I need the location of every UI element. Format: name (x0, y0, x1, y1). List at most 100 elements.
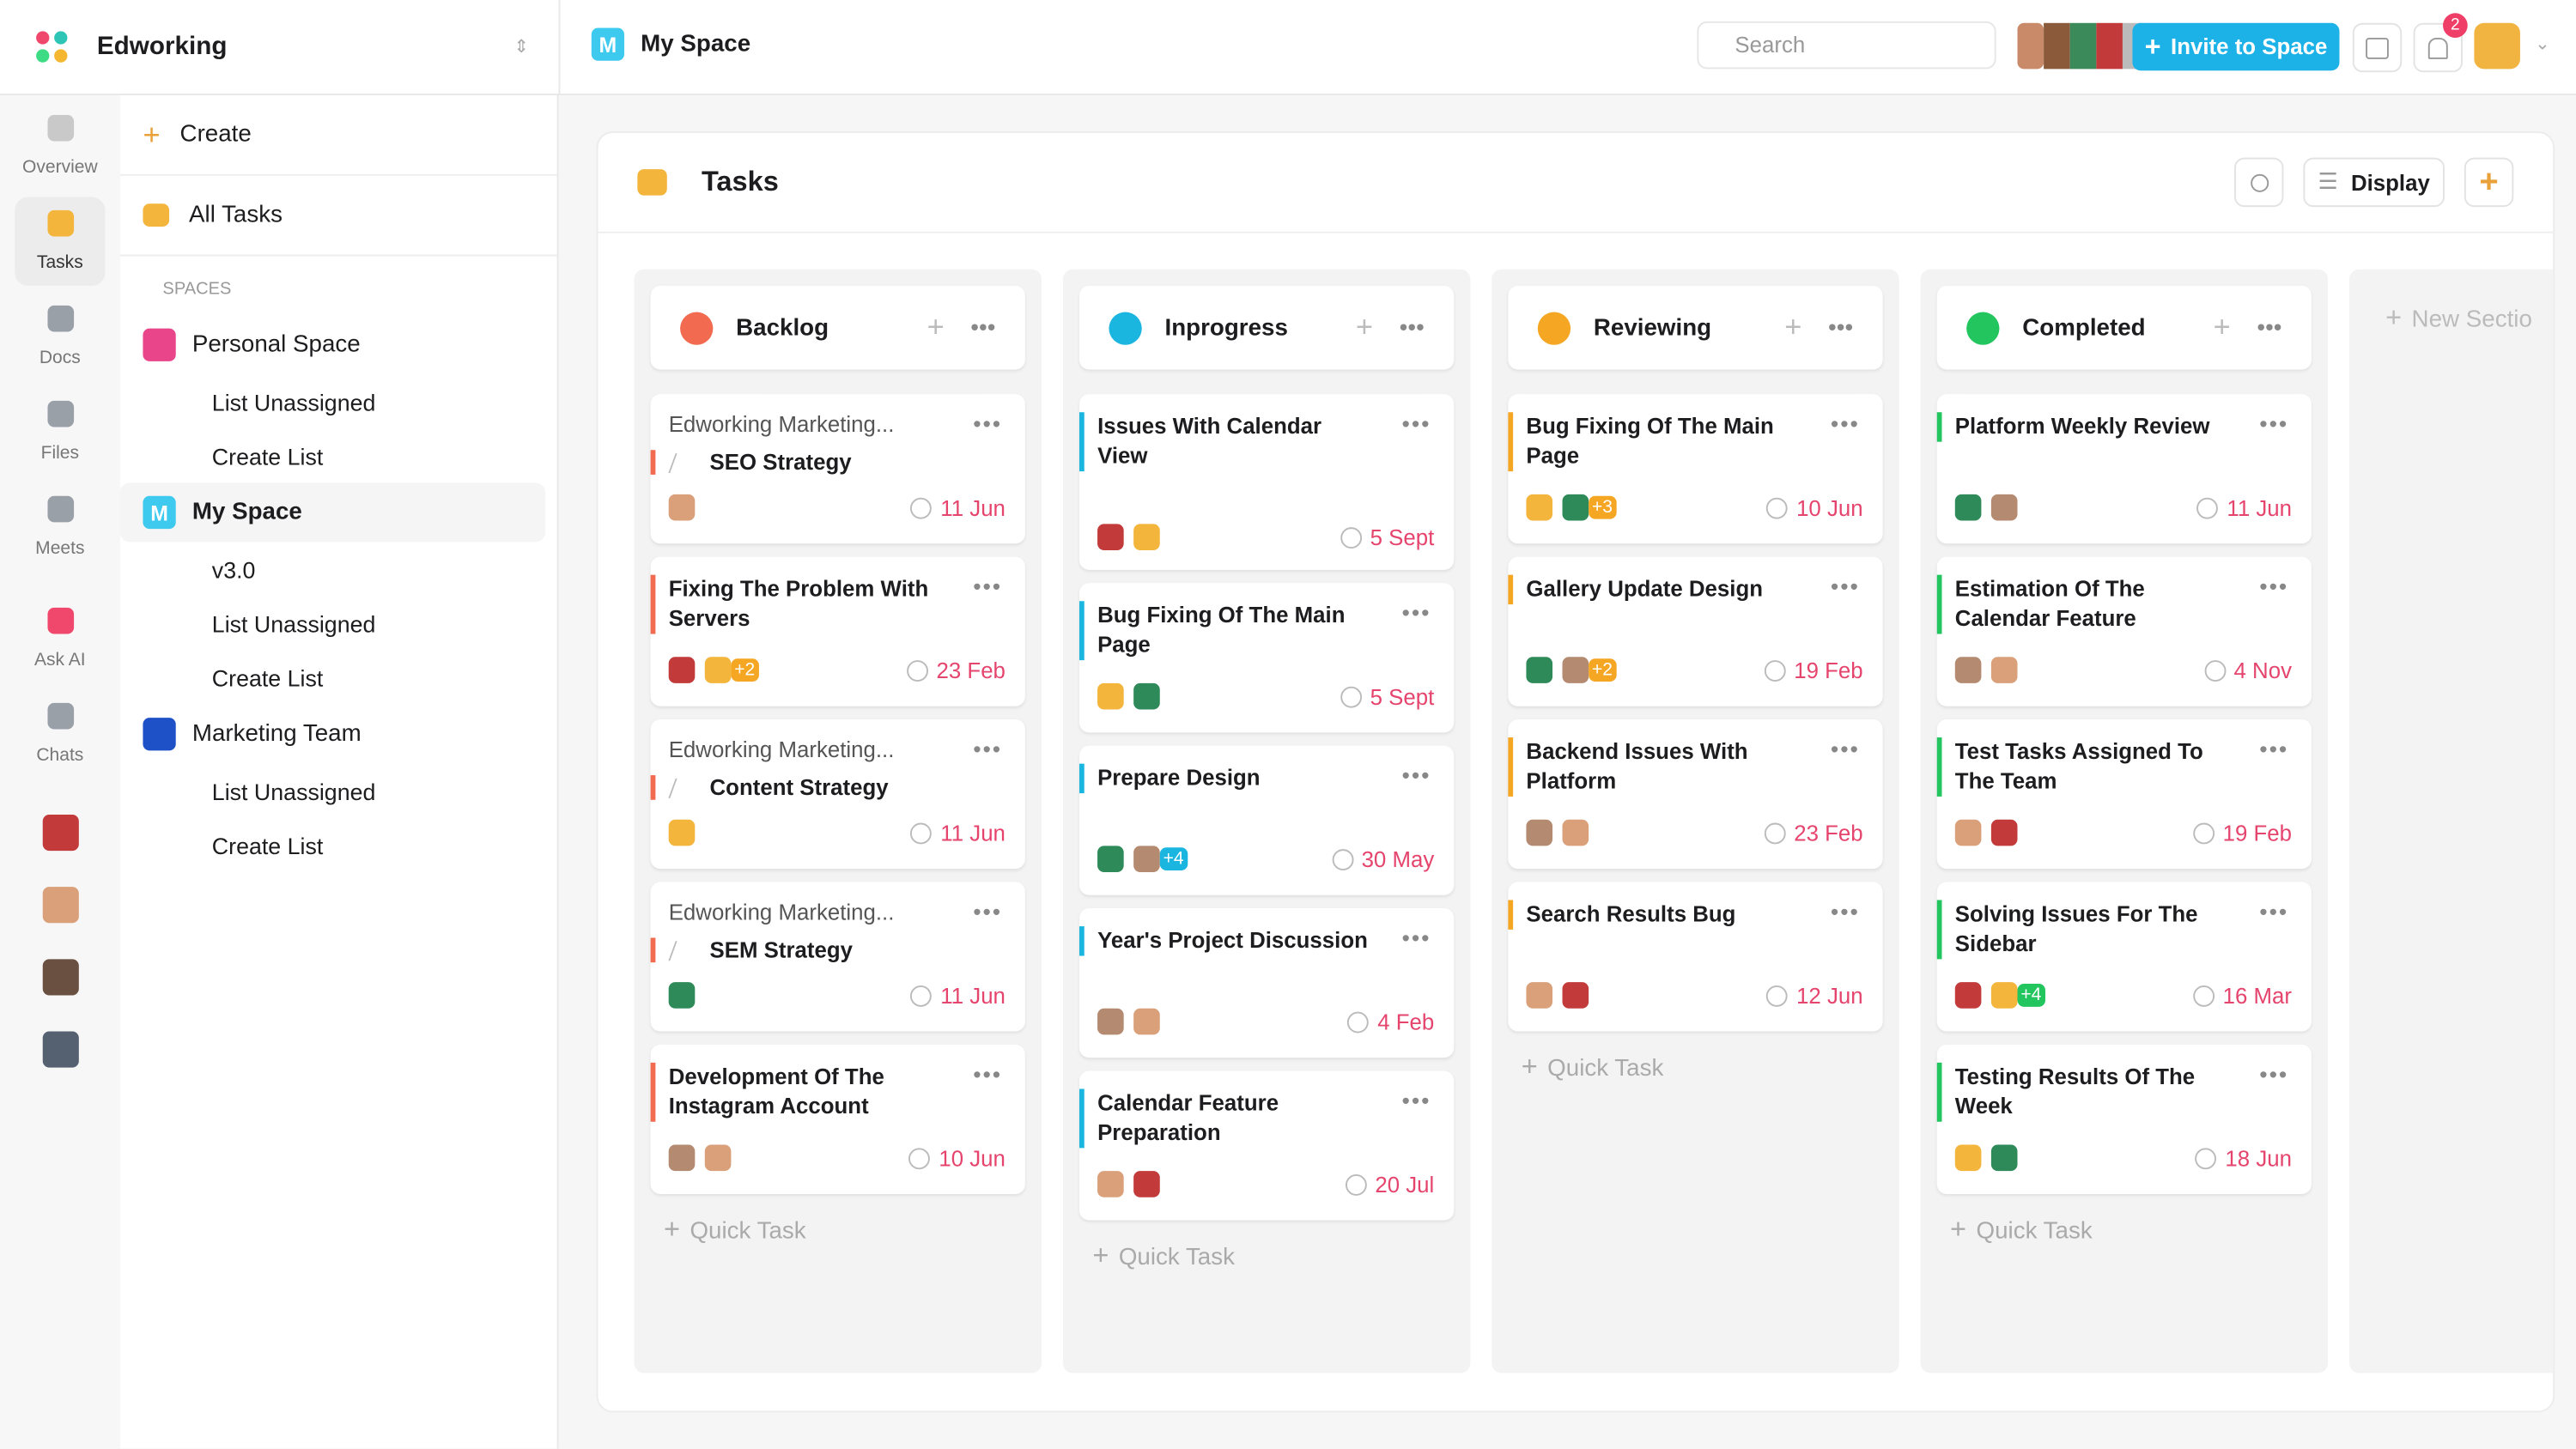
card-menu[interactable]: ••• (1401, 410, 1431, 437)
column-menu[interactable]: ••• (2257, 314, 2282, 342)
task-card[interactable]: ••• Solving Issues For The Sidebar +4 16 Ma… (1936, 882, 2312, 1032)
task-card[interactable]: ••• Issues With Calendar View 5 Sept (1079, 394, 1455, 570)
task-card[interactable]: ••• Calendar Feature Preparation 20 Jul (1079, 1070, 1455, 1221)
rail-item[interactable]: Docs (15, 293, 105, 381)
new-section[interactable]: + New Sectio (2348, 269, 2554, 1373)
task-card[interactable]: ••• Year's Project Discussion 4 Feb (1079, 908, 1455, 1058)
due-date-text: 23 Feb (936, 658, 1005, 682)
chat-avatar[interactable] (41, 959, 78, 996)
space-item[interactable]: Create List (120, 818, 557, 872)
rail-item[interactable]: Files (15, 388, 105, 476)
parent-task: Edworking Marketing... (668, 900, 895, 925)
chat-avatar[interactable] (41, 887, 78, 924)
calendar-button[interactable] (2352, 22, 2403, 73)
card-menu[interactable]: ••• (1401, 599, 1431, 626)
column-menu[interactable]: ••• (1399, 314, 1425, 342)
card-menu[interactable]: ••• (1830, 736, 1860, 762)
card-menu[interactable]: ••• (2259, 573, 2289, 600)
column-add[interactable]: + (1355, 310, 1374, 343)
column-menu[interactable]: ••• (970, 314, 996, 342)
card-menu[interactable]: ••• (1830, 573, 1860, 600)
rail-item[interactable]: Chats (15, 690, 105, 779)
card-menu[interactable]: ••• (1401, 925, 1431, 951)
task-card[interactable]: ••• Edworking Marketing... Content Strateg… (650, 719, 1025, 870)
card-menu[interactable]: ••• (973, 1060, 1003, 1088)
space-item[interactable]: Create List (120, 428, 557, 482)
task-card[interactable]: ••• Prepare Design +4 30 May (1079, 745, 1455, 895)
assignee-avatar (1954, 982, 1982, 1009)
assignee-avatar (1133, 846, 1160, 872)
card-footer: 4 Nov (1954, 653, 2293, 686)
space-item[interactable]: List Unassigned (120, 374, 557, 428)
space-item[interactable]: List Unassigned (120, 764, 557, 818)
space-item[interactable]: List Unassigned (120, 597, 557, 651)
rail-item[interactable]: Meets (15, 483, 105, 572)
space-row[interactable]: M My Space (119, 482, 546, 543)
add-button[interactable]: + (2464, 157, 2514, 208)
assignee-avatar (1954, 494, 1982, 521)
task-card[interactable]: ••• Estimation Of The Calendar Feature 4 N… (1936, 556, 2312, 706)
task-card[interactable]: ••• Backend Issues With Platform 23 Feb (1508, 719, 1883, 870)
card-menu[interactable]: ••• (973, 898, 1003, 925)
quick-task[interactable]: + Quick Task (1950, 1214, 2328, 1246)
card-title: SEO Strategy (709, 450, 852, 475)
workspace-switcher[interactable]: Edworking ⇕ (0, 0, 561, 94)
task-card[interactable]: ••• Development Of The Instagram Account 1… (650, 1044, 1025, 1194)
rail-item[interactable]: Ask AI (15, 595, 105, 683)
card-menu[interactable]: ••• (2259, 410, 2289, 437)
due-date: 11 Jun (910, 821, 1005, 845)
card-menu[interactable]: ••• (1830, 898, 1860, 925)
card-menu[interactable]: ••• (973, 736, 1003, 762)
task-card[interactable]: ••• Edworking Marketing... SEM Strategy 11 … (650, 882, 1025, 1032)
card-menu[interactable]: ••• (1830, 410, 1860, 437)
space-row[interactable]: Marketing Team (120, 705, 546, 764)
create-button[interactable]: + Create (119, 95, 557, 176)
invite-button[interactable]: + Invite to Space (2132, 22, 2340, 71)
space-item[interactable]: v3.0 (120, 542, 557, 596)
column-menu[interactable]: ••• (1828, 314, 1854, 342)
assignee-avatar (1526, 982, 1553, 1009)
rail-item[interactable]: Overview (15, 102, 105, 191)
search-button[interactable] (2234, 157, 2284, 208)
item-label: Create List (211, 832, 324, 858)
all-tasks-button[interactable]: All Tasks (119, 176, 557, 257)
task-card[interactable]: ••• Fixing The Problem With Servers +2 23 F… (650, 556, 1025, 706)
task-card[interactable]: ••• Testing Results Of The Week 18 Jun (1936, 1044, 2312, 1194)
column-add[interactable]: + (927, 310, 945, 343)
card-menu[interactable]: ••• (2259, 736, 2289, 762)
column-name: Inprogress (1164, 314, 1288, 342)
assignee-avatar (1562, 494, 1589, 521)
task-card[interactable]: ••• Bug Fixing Of The Main Page 5 Sept (1079, 583, 1455, 733)
due-date-text: 18 Jun (2225, 1145, 2293, 1171)
due-date-text: 4 Nov (2233, 658, 2293, 682)
display-button[interactable]: ☰ Display (2303, 157, 2445, 208)
quick-task[interactable]: + Quick Task (1522, 1051, 1899, 1083)
user-menu-caret[interactable]: ⌄ (2535, 34, 2550, 55)
rail-item[interactable]: Tasks (15, 197, 106, 286)
card-menu[interactable]: ••• (973, 573, 1003, 600)
column-add[interactable]: + (1784, 310, 1802, 343)
card-menu[interactable]: ••• (1401, 1087, 1431, 1114)
task-card[interactable]: ••• Edworking Marketing... SEO Strategy 11 … (650, 394, 1025, 544)
search-input[interactable]: Search (1697, 21, 1996, 70)
user-avatar[interactable] (2474, 22, 2520, 70)
card-menu[interactable]: ••• (2259, 898, 2289, 925)
card-menu[interactable]: ••• (973, 410, 1003, 437)
chat-avatar[interactable] (41, 1031, 78, 1068)
task-card[interactable]: ••• Test Tasks Assigned To The Team 19 Feb (1936, 719, 2312, 870)
quick-task[interactable]: + Quick Task (1092, 1240, 1470, 1273)
space-row[interactable]: Personal Space (120, 315, 546, 374)
space-item[interactable]: Create List (120, 651, 557, 705)
chat-avatar[interactable] (41, 814, 78, 852)
card-menu[interactable]: ••• (1401, 761, 1431, 789)
task-card[interactable]: ••• Gallery Update Design +2 19 Feb (1508, 556, 1883, 706)
task-card[interactable]: ••• Search Results Bug 12 Jun (1508, 882, 1883, 1032)
quick-task[interactable]: + Quick Task (664, 1214, 1042, 1246)
card-menu[interactable]: ••• (2259, 1060, 2289, 1088)
panel-title: Tasks (701, 166, 779, 197)
column-add[interactable]: + (2213, 310, 2231, 343)
due-date-text: 16 Mar (2222, 983, 2293, 1008)
task-card[interactable]: ••• Platform Weekly Review 11 Jun (1936, 394, 2312, 544)
due-date: 19 Feb (2193, 821, 2292, 845)
task-card[interactable]: ••• Bug Fixing Of The Main Page +3 10 Jun (1508, 394, 1883, 544)
